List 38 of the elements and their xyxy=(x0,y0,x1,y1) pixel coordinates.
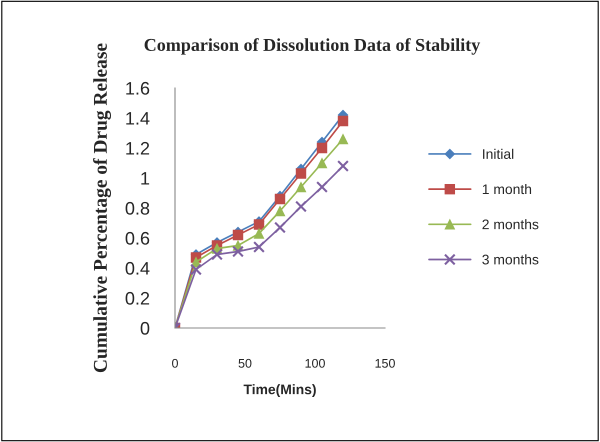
point xyxy=(316,142,328,154)
x-tick-label: 50 xyxy=(238,358,252,368)
legend-label: 3 months xyxy=(482,254,538,264)
x-tick-label: 150 xyxy=(376,358,395,368)
y-tick-label: 0 xyxy=(140,322,150,335)
legend-label: 2 months xyxy=(482,219,538,230)
point xyxy=(337,160,349,172)
chart-title: Comparison of Dissolution Data of Stability xyxy=(144,38,480,55)
point xyxy=(338,134,348,144)
point xyxy=(296,182,306,192)
point xyxy=(316,158,328,168)
point xyxy=(295,200,307,212)
y-tick-label: 0.4 xyxy=(126,262,150,275)
x-tick-label: 0 xyxy=(172,358,178,368)
y-tick-label: 0.6 xyxy=(126,232,150,245)
point xyxy=(316,181,328,193)
legend-label: 1 month xyxy=(482,184,532,194)
y-tick-label: 0.8 xyxy=(126,202,150,215)
point xyxy=(254,228,264,239)
point xyxy=(274,206,286,216)
x-tick-label: 100 xyxy=(306,358,325,368)
y-tick-label: 0.2 xyxy=(126,292,150,305)
point xyxy=(190,264,202,276)
y-tick-label: 1.2 xyxy=(126,142,150,155)
point xyxy=(296,168,306,179)
point xyxy=(253,241,265,253)
point xyxy=(232,230,244,240)
point xyxy=(274,194,286,204)
point xyxy=(274,222,286,234)
y-tick-label: 1.4 xyxy=(126,112,150,125)
point xyxy=(232,246,244,258)
y-axis-title: Cumulative Percentage of Drug Release xyxy=(93,43,112,372)
point xyxy=(338,116,348,126)
y-tick-label: 1.6 xyxy=(126,82,150,95)
legend-label: Initial xyxy=(483,148,514,159)
point xyxy=(211,248,223,260)
y-tick-label: 1 xyxy=(141,172,150,185)
x-axis-title: Time(Mins) xyxy=(244,384,316,398)
